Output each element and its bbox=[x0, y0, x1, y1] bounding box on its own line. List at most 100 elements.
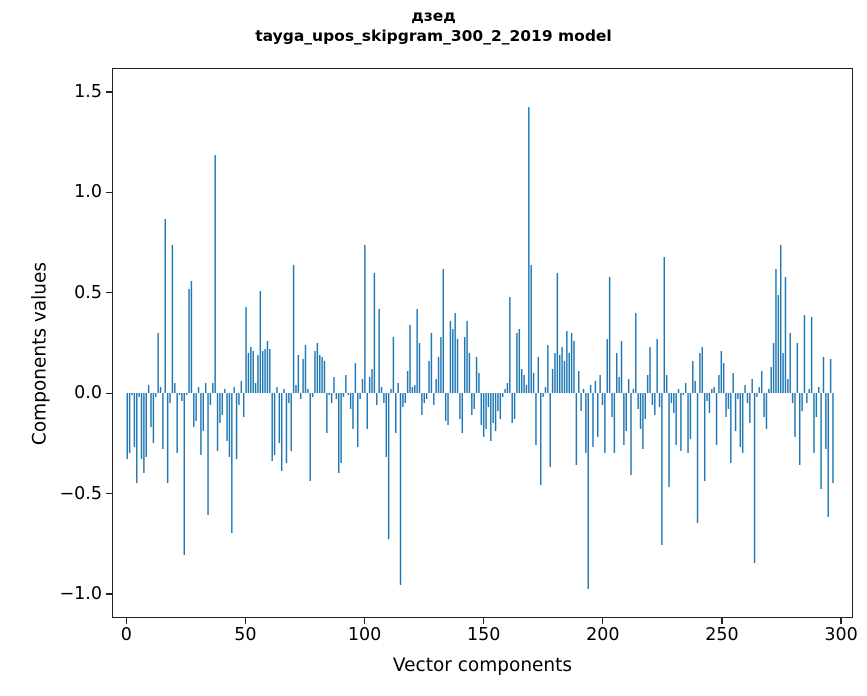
bar bbox=[171, 244, 174, 393]
bar bbox=[373, 272, 376, 393]
chart-title-line-1: дзед bbox=[411, 7, 456, 25]
bar bbox=[449, 321, 452, 393]
bar bbox=[240, 381, 243, 393]
bar bbox=[644, 392, 646, 419]
bar bbox=[264, 348, 266, 393]
bar bbox=[207, 392, 209, 516]
bar bbox=[297, 354, 300, 393]
x-axis-label: Vector components bbox=[392, 655, 573, 676]
bar bbox=[204, 383, 207, 394]
bar bbox=[542, 392, 544, 397]
bar bbox=[487, 392, 490, 407]
bar bbox=[799, 392, 801, 465]
bar bbox=[630, 392, 632, 475]
bar bbox=[437, 356, 440, 393]
bar bbox=[732, 373, 734, 393]
bar bbox=[763, 392, 765, 417]
x-tick-mark bbox=[721, 618, 723, 624]
bar bbox=[535, 392, 537, 445]
bar bbox=[406, 370, 409, 393]
bar bbox=[252, 351, 254, 393]
bar bbox=[181, 392, 183, 401]
plot-area bbox=[112, 68, 853, 618]
bar bbox=[794, 392, 796, 437]
bar bbox=[711, 389, 713, 393]
bar bbox=[587, 392, 589, 590]
bar bbox=[376, 392, 378, 405]
bar bbox=[136, 392, 138, 483]
bar bbox=[442, 269, 445, 393]
bar bbox=[568, 353, 570, 394]
bar bbox=[765, 392, 768, 429]
bar bbox=[675, 392, 677, 445]
bar bbox=[176, 392, 178, 453]
bar bbox=[696, 392, 699, 523]
bar bbox=[554, 353, 556, 394]
bar bbox=[399, 392, 402, 585]
bar bbox=[539, 392, 542, 486]
bar bbox=[768, 389, 770, 393]
bar bbox=[328, 392, 330, 396]
bar bbox=[625, 392, 627, 431]
bar bbox=[368, 376, 371, 393]
bar bbox=[364, 244, 366, 393]
bar bbox=[178, 392, 181, 396]
bar-group bbox=[126, 107, 834, 590]
bar bbox=[235, 392, 238, 459]
bar bbox=[665, 375, 668, 394]
bar bbox=[454, 312, 456, 393]
x-tick-label: 150 bbox=[466, 625, 501, 645]
bar bbox=[152, 392, 155, 443]
bar bbox=[461, 392, 464, 434]
x-tick-mark bbox=[602, 618, 604, 624]
bar bbox=[428, 361, 430, 394]
bar bbox=[513, 392, 516, 419]
bar bbox=[366, 392, 368, 429]
bar bbox=[589, 384, 592, 393]
bar bbox=[787, 378, 789, 393]
bar bbox=[414, 384, 416, 393]
bar bbox=[226, 392, 228, 442]
bar bbox=[273, 392, 276, 456]
bar bbox=[720, 351, 723, 393]
bar bbox=[304, 345, 307, 394]
bar bbox=[340, 392, 342, 464]
bar bbox=[323, 361, 326, 394]
bar bbox=[635, 312, 637, 393]
bar bbox=[216, 392, 219, 451]
bar bbox=[290, 392, 292, 451]
bar bbox=[302, 359, 304, 393]
bar bbox=[722, 362, 725, 393]
bar bbox=[214, 154, 216, 393]
bar bbox=[219, 392, 221, 423]
bar bbox=[566, 331, 568, 394]
bar bbox=[397, 383, 399, 394]
bar bbox=[452, 329, 454, 393]
x-tick-label: 100 bbox=[347, 625, 382, 645]
y-axis-label: Components values bbox=[29, 261, 51, 446]
bar bbox=[775, 269, 777, 393]
bar bbox=[597, 392, 599, 437]
bar bbox=[162, 392, 164, 449]
y-tick-label: 0.5 bbox=[74, 282, 102, 303]
bar bbox=[335, 392, 338, 399]
bar bbox=[784, 277, 787, 393]
bar bbox=[706, 392, 708, 401]
bar bbox=[734, 392, 737, 431]
bar bbox=[349, 392, 352, 409]
bar bbox=[354, 362, 357, 393]
bar bbox=[466, 321, 468, 393]
bar bbox=[687, 392, 689, 453]
bar bbox=[749, 392, 751, 423]
bar bbox=[744, 384, 746, 393]
bar bbox=[150, 392, 152, 427]
bar bbox=[656, 339, 658, 394]
bar bbox=[499, 392, 502, 419]
bar bbox=[359, 392, 361, 399]
bar bbox=[485, 392, 487, 429]
bar bbox=[803, 315, 806, 393]
bar bbox=[651, 392, 654, 405]
bar bbox=[746, 392, 749, 404]
bar bbox=[261, 351, 264, 393]
